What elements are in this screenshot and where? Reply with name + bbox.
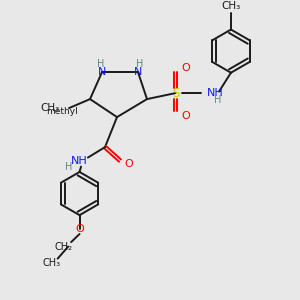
Text: H: H (65, 162, 73, 172)
Text: CH₂: CH₂ (55, 242, 73, 252)
Text: CH₃: CH₃ (221, 2, 241, 11)
Text: methyl: methyl (46, 106, 77, 116)
Text: H: H (136, 59, 143, 69)
Text: O: O (75, 224, 84, 234)
Text: O: O (124, 159, 134, 169)
Text: O: O (182, 111, 190, 121)
Text: H: H (97, 59, 104, 69)
Text: O: O (182, 63, 190, 73)
Text: NH: NH (71, 156, 88, 166)
Text: H: H (214, 95, 222, 105)
Text: N: N (98, 67, 106, 77)
Text: NH: NH (207, 88, 224, 98)
Text: N: N (134, 67, 142, 77)
Text: CH₃: CH₃ (41, 103, 60, 113)
Text: S: S (172, 87, 179, 100)
Text: CH₃: CH₃ (43, 258, 61, 268)
